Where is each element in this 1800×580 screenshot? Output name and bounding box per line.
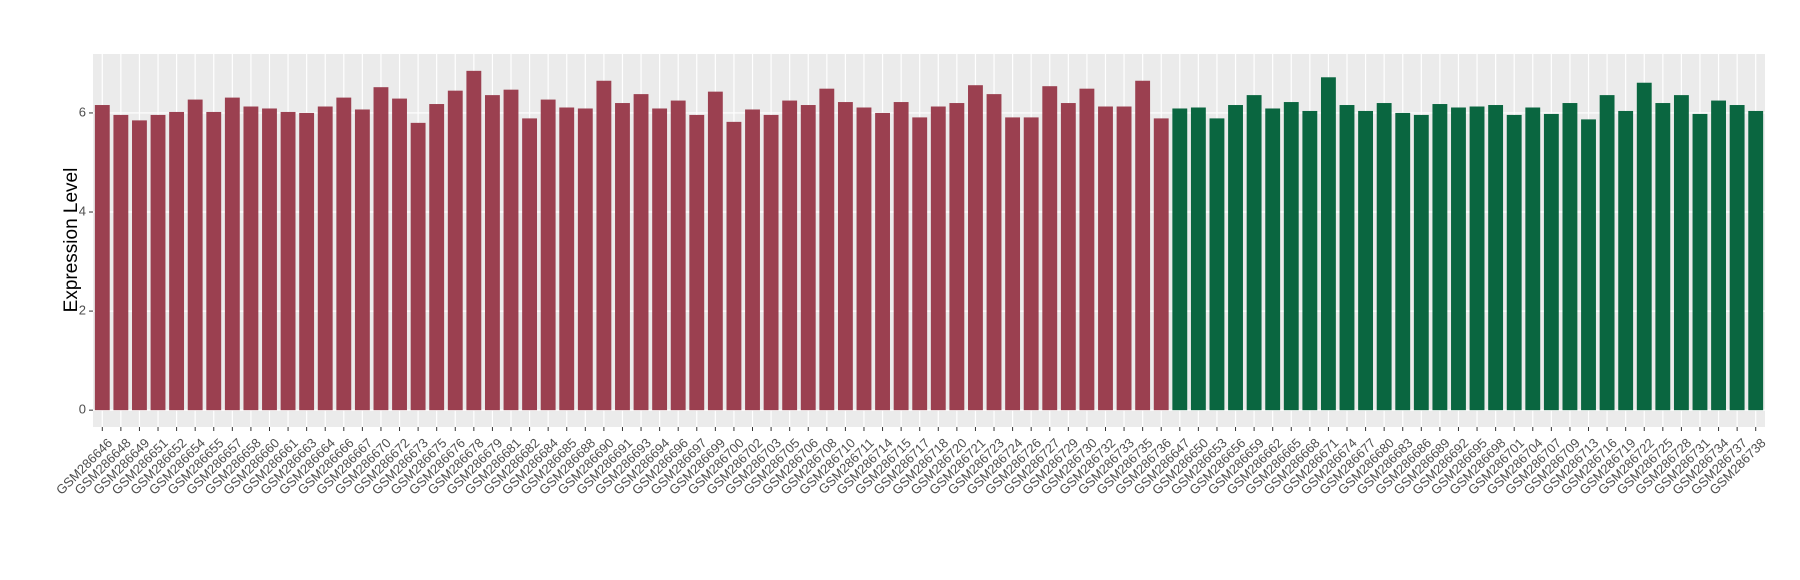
bar	[243, 106, 259, 411]
bar	[782, 100, 798, 411]
bar	[1339, 105, 1355, 411]
bar	[1711, 100, 1726, 411]
bar	[206, 111, 222, 411]
bar	[1135, 80, 1151, 411]
panel-background	[93, 54, 1765, 427]
bar	[187, 99, 203, 411]
bar	[1283, 102, 1299, 411]
bar	[1209, 118, 1225, 411]
bar	[930, 106, 946, 411]
bar	[577, 108, 593, 411]
bar	[875, 112, 890, 411]
bar	[1172, 108, 1188, 411]
bar	[224, 97, 240, 411]
bar	[169, 111, 185, 411]
bar	[336, 97, 352, 411]
bar	[689, 114, 705, 411]
bar	[837, 102, 853, 411]
bar	[652, 108, 668, 411]
bar	[1302, 110, 1318, 411]
bar	[856, 107, 872, 411]
bar	[800, 105, 816, 411]
bar	[949, 103, 965, 411]
bar	[1079, 88, 1095, 411]
bar	[1060, 103, 1076, 411]
bar	[763, 114, 779, 411]
bar	[299, 112, 315, 411]
bar	[1023, 117, 1039, 411]
bar	[1562, 103, 1578, 411]
bar	[1673, 95, 1689, 411]
bar	[893, 102, 909, 411]
bar	[466, 70, 482, 411]
bar	[540, 99, 556, 411]
bar	[1265, 108, 1281, 411]
bar	[745, 109, 760, 411]
bar	[986, 94, 1002, 411]
bar	[503, 89, 519, 411]
bar	[633, 94, 649, 411]
bar	[1488, 105, 1504, 411]
bar	[1153, 118, 1169, 411]
bar	[1190, 107, 1206, 411]
bar	[1469, 106, 1485, 411]
bar	[484, 95, 500, 411]
bar	[392, 98, 407, 411]
bar	[1376, 103, 1392, 411]
bar	[150, 114, 166, 411]
bar	[1451, 107, 1466, 411]
y-tick-label: 6	[79, 104, 86, 119]
y-tick-label: 0	[79, 402, 86, 417]
bar	[1525, 107, 1541, 411]
bar	[1246, 95, 1262, 411]
bar	[912, 117, 928, 411]
bar	[1748, 110, 1764, 411]
bar	[1413, 114, 1429, 411]
bar	[1116, 106, 1132, 411]
bar	[429, 104, 445, 411]
y-tick-label: 2	[79, 303, 86, 318]
bar	[317, 106, 333, 411]
bar	[447, 90, 463, 411]
bar	[522, 118, 538, 411]
bar	[280, 111, 296, 411]
bar	[94, 105, 110, 411]
bar	[1581, 119, 1596, 411]
bar	[1655, 103, 1671, 411]
bar	[132, 120, 147, 411]
bar	[410, 122, 426, 411]
bar	[1042, 86, 1058, 411]
bar	[559, 107, 575, 411]
bar	[1618, 110, 1634, 411]
bar	[1098, 106, 1113, 411]
bar	[1506, 114, 1522, 411]
y-tick-label: 4	[79, 203, 86, 218]
bar	[1543, 113, 1559, 411]
bar	[1636, 82, 1652, 411]
bar	[670, 100, 686, 411]
bar	[373, 87, 389, 411]
bar	[1599, 95, 1615, 411]
bar	[354, 109, 370, 411]
bar	[1358, 110, 1374, 411]
bar	[262, 108, 277, 411]
bar	[819, 88, 835, 411]
bar	[1320, 77, 1336, 411]
bar	[113, 114, 129, 411]
bar	[596, 80, 612, 411]
bar	[615, 103, 630, 411]
bar	[1395, 112, 1411, 411]
bar	[1228, 105, 1243, 411]
bar	[1432, 104, 1448, 411]
y-axis-title: Expression Level	[61, 168, 82, 313]
bar	[1729, 105, 1745, 411]
bar	[1005, 117, 1021, 411]
bar	[707, 91, 723, 411]
bar	[726, 121, 742, 411]
bar	[1692, 113, 1708, 411]
bar	[968, 85, 983, 411]
